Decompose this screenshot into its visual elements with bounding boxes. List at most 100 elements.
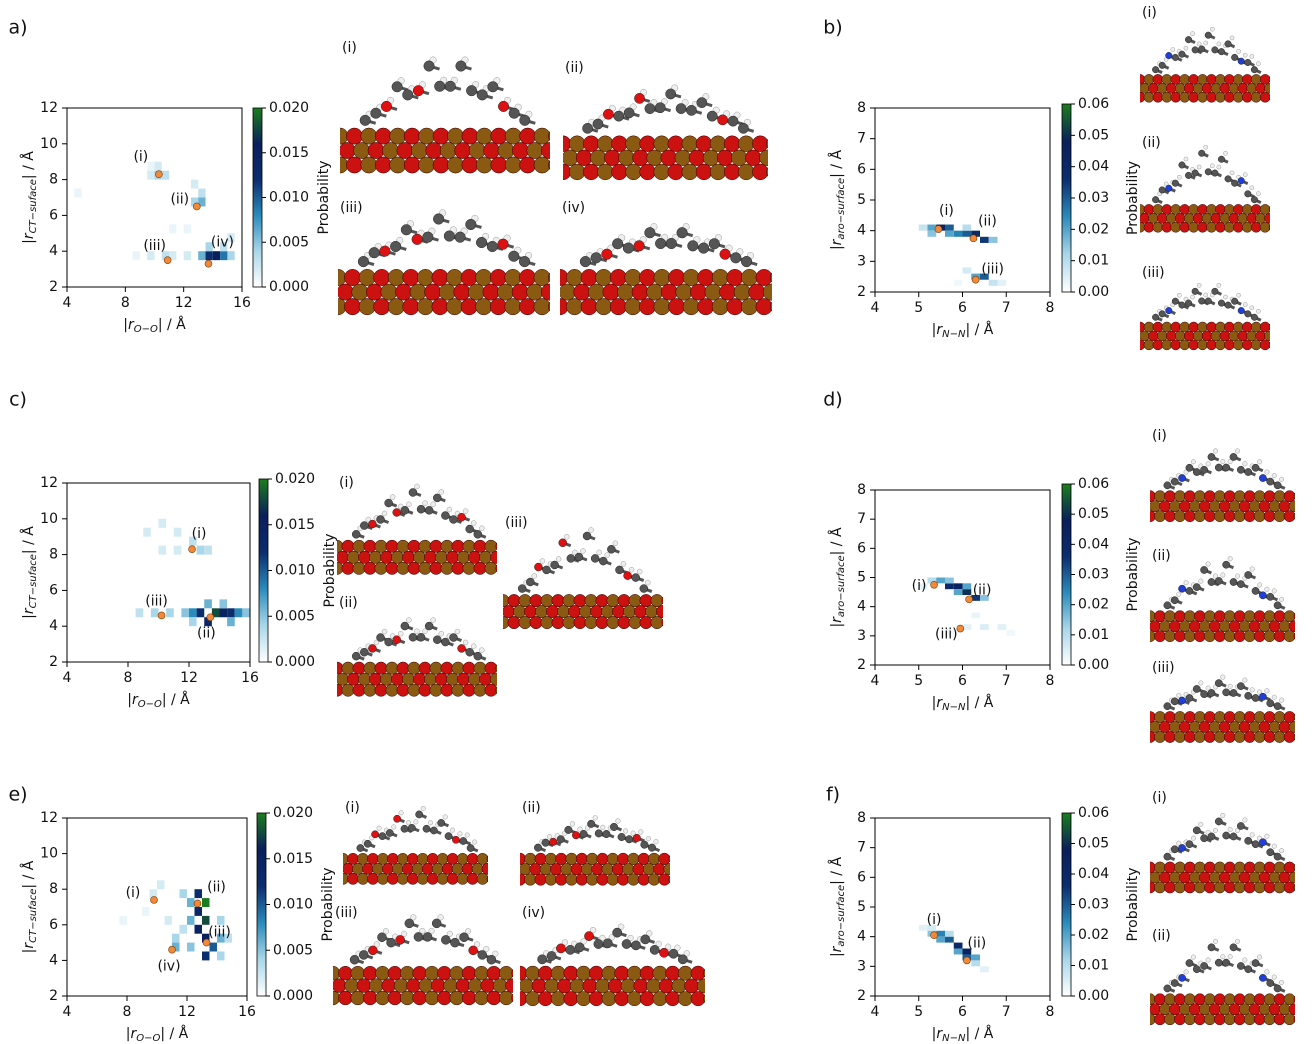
atom-surface xyxy=(1213,610,1226,623)
atom-surface xyxy=(381,978,396,993)
atom-surface xyxy=(340,142,356,159)
atom-surface xyxy=(1223,731,1236,743)
x-axis-label: |rO−O| / Å xyxy=(127,691,190,710)
atom-surface xyxy=(1288,500,1295,513)
cell xyxy=(962,948,972,955)
atom-surface xyxy=(652,965,668,981)
atom-surface xyxy=(315,269,331,285)
atom-surface xyxy=(1233,510,1246,523)
cell xyxy=(962,224,972,231)
atom-surface xyxy=(440,661,454,675)
atom xyxy=(1207,689,1216,697)
atom-surface xyxy=(1283,861,1295,874)
atom xyxy=(727,115,739,127)
atom-surface xyxy=(520,866,521,873)
atom-surface xyxy=(648,852,661,865)
atom-surface xyxy=(1219,330,1231,342)
y-tick-label: 8 xyxy=(49,172,58,188)
atom-surface xyxy=(1161,74,1173,85)
atom-h xyxy=(645,579,651,586)
atom-surface xyxy=(499,990,513,1006)
y-axis-label: |rCT−suface| / Å xyxy=(20,151,39,244)
atom xyxy=(1185,694,1194,702)
cell xyxy=(189,608,197,618)
atom-surface xyxy=(1223,711,1236,723)
atom-surface xyxy=(407,661,421,675)
cell xyxy=(181,608,189,618)
atom-surface xyxy=(499,965,513,981)
atom-h xyxy=(462,508,469,514)
plot-area xyxy=(67,818,247,996)
atom-surface xyxy=(1164,881,1176,894)
atom-h xyxy=(1271,974,1277,980)
panel-label: c) xyxy=(9,389,27,411)
x-axis-label: |rO−O| / Å xyxy=(126,1025,189,1044)
atom-surface xyxy=(1283,490,1295,503)
atom-surface xyxy=(1174,610,1186,623)
atom xyxy=(423,60,435,72)
atom-surface xyxy=(646,978,661,994)
atom-surface xyxy=(1299,621,1310,632)
atom-surface xyxy=(1258,871,1271,884)
atom-surface xyxy=(1258,620,1271,633)
atom-surface xyxy=(1304,711,1313,722)
atom xyxy=(1185,171,1193,179)
atom-surface xyxy=(1140,83,1150,94)
atom xyxy=(1250,196,1258,204)
atom-surface xyxy=(396,872,409,885)
cell xyxy=(187,942,195,952)
atom-surface xyxy=(395,283,413,301)
atom-surface xyxy=(416,872,429,885)
atom-surface xyxy=(668,855,670,863)
atom-surface xyxy=(519,156,537,174)
point-label: (iv) xyxy=(211,235,234,251)
snapshot xyxy=(1140,283,1270,351)
atom-surface xyxy=(1238,500,1251,513)
atom-surface xyxy=(1210,330,1222,342)
atom-surface xyxy=(538,991,553,1007)
atom-surface xyxy=(1140,339,1146,351)
atom-surface xyxy=(534,873,547,886)
atom-surface xyxy=(374,156,392,174)
atom-surface xyxy=(1263,731,1276,743)
atom xyxy=(1178,696,1186,705)
atom-surface xyxy=(759,149,768,166)
atom-surface xyxy=(471,863,484,875)
atom-surface xyxy=(723,135,741,152)
y-tick-label: 6 xyxy=(857,869,866,885)
atom xyxy=(395,935,405,945)
atom-surface xyxy=(557,605,570,619)
atom-surface xyxy=(346,127,363,145)
atom-surface xyxy=(1152,221,1164,233)
atom-surface xyxy=(611,163,628,181)
snapshot xyxy=(520,815,670,886)
atom-surface xyxy=(550,863,563,876)
atom-surface xyxy=(443,978,458,993)
cell xyxy=(179,889,187,899)
atom-surface xyxy=(466,872,479,885)
atom-surface xyxy=(638,298,656,316)
cell xyxy=(217,915,225,925)
atom-surface xyxy=(484,661,497,675)
atom-surface xyxy=(385,539,399,553)
atom-surface xyxy=(391,863,404,875)
atom-surface xyxy=(1268,871,1281,884)
atom-h xyxy=(655,940,662,948)
atom-surface xyxy=(606,594,620,608)
colorbar-tick-label: 0.04 xyxy=(1078,159,1109,175)
atom-h xyxy=(450,827,456,833)
atom-surface xyxy=(338,269,347,286)
y-axis-label-part: CT−suface xyxy=(28,889,39,943)
snapshot-label: (i) xyxy=(345,800,360,816)
atom-surface xyxy=(467,283,485,301)
atom-surface xyxy=(480,978,495,993)
atom-surface xyxy=(1268,76,1270,83)
atom-surface xyxy=(1197,339,1208,351)
colorbar-tick-label: 0.01 xyxy=(1078,958,1109,974)
atom-surface xyxy=(360,127,378,145)
atom-surface xyxy=(1140,333,1141,339)
atom-surface xyxy=(606,873,619,886)
atom-surface xyxy=(1193,731,1206,743)
atom xyxy=(1222,831,1231,840)
atom-h xyxy=(464,928,472,935)
